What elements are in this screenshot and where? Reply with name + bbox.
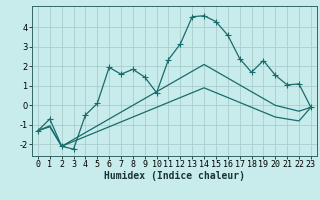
X-axis label: Humidex (Indice chaleur): Humidex (Indice chaleur) [104, 171, 245, 181]
